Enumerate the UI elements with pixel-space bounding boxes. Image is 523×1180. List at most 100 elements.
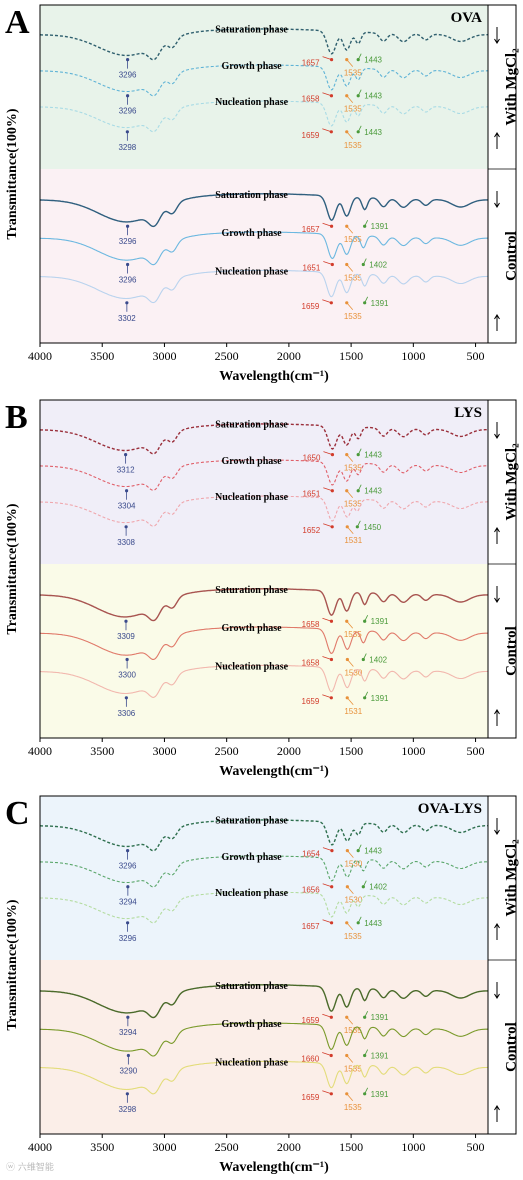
peak-marker <box>363 696 367 700</box>
peak-marker <box>126 224 130 228</box>
peak-label: 1658 <box>302 659 320 668</box>
peak-label: 1391 <box>371 694 389 703</box>
peak-marker <box>356 849 360 853</box>
peak-label: 1535 <box>344 464 362 473</box>
spectrum-line <box>40 1060 488 1095</box>
peak-label: 3296 <box>119 71 137 80</box>
peak-label: 1657 <box>302 922 320 931</box>
panel-letter: C <box>5 795 30 832</box>
sample-label: LYS <box>454 405 482 421</box>
peak-label: 1535 <box>344 500 362 509</box>
peak-marker <box>329 130 333 134</box>
x-tick-label: 2500 <box>215 1140 239 1154</box>
group-arrow-head <box>494 1105 500 1111</box>
peak-label: 3298 <box>118 143 136 152</box>
peak-marker <box>356 453 360 457</box>
peak-marker <box>329 58 334 62</box>
group-background <box>40 400 488 564</box>
peak-label: 1443 <box>364 451 382 460</box>
peak-marker <box>330 525 334 529</box>
peak-label: 1659 <box>302 302 320 311</box>
phase-label: Growth phase <box>222 852 283 863</box>
spectrum-line <box>40 626 489 660</box>
peak-marker <box>345 58 349 62</box>
peak-marker <box>345 921 349 925</box>
peak-label: 3294 <box>119 1028 137 1037</box>
peak-label: 3296 <box>119 107 137 116</box>
peak-marker <box>345 1092 349 1096</box>
x-tick-label: 3500 <box>90 349 114 363</box>
x-tick-label: 500 <box>467 349 485 363</box>
phase-label: Nucleation phase <box>215 266 289 277</box>
group-background <box>40 960 488 1134</box>
peak-label: 1443 <box>364 847 382 856</box>
peak-label: 1657 <box>302 225 320 234</box>
spectrum-line <box>40 855 489 888</box>
group-arrow-head <box>494 597 500 603</box>
group-arrow-head <box>494 709 500 715</box>
peak-label: 1651 <box>303 264 321 273</box>
peak-label: 3298 <box>118 1105 136 1114</box>
peak-marker <box>363 1053 367 1058</box>
group-label: With MgCl₂ <box>503 839 519 917</box>
peak-label: 3304 <box>118 502 136 511</box>
y-axis-title: Transmittance(100%) <box>5 108 20 239</box>
peak-label: 1530 <box>344 896 362 905</box>
x-tick-label: 1000 <box>401 744 425 758</box>
peak-marker <box>329 657 334 662</box>
peak-marker <box>125 1092 129 1096</box>
peak-label: 1652 <box>302 526 320 535</box>
peak-label: 1535 <box>344 1103 362 1112</box>
plot-frame <box>39 795 517 1135</box>
x-tick-label: 1000 <box>401 349 425 363</box>
peak-label: 1391 <box>371 1013 389 1022</box>
spectrum-line <box>40 495 488 527</box>
peak-marker <box>329 921 334 925</box>
peak-marker <box>345 301 349 305</box>
spectrum-line <box>40 423 488 455</box>
x-axis-title: Wavelength(cm⁻¹) <box>219 369 329 384</box>
group-arrow-head <box>494 829 500 835</box>
peak-marker <box>124 453 128 457</box>
group-arrow-head <box>494 993 500 999</box>
peak-label: 1658 <box>302 620 320 629</box>
peak-marker <box>345 94 349 98</box>
peak-marker <box>356 58 360 62</box>
peak-label: 1391 <box>371 222 389 231</box>
peak-label: 1659 <box>302 697 320 706</box>
peak-label: 1659 <box>302 1093 320 1102</box>
panel-letter: B <box>5 399 28 436</box>
group-label: With MgCl₂ <box>503 48 519 126</box>
x-tick-label: 2500 <box>215 744 239 758</box>
group-background <box>40 796 488 960</box>
peak-label: 1443 <box>364 919 382 928</box>
peak-label: 1659 <box>302 1016 320 1025</box>
plot-frame <box>39 399 517 739</box>
peak-marker <box>329 301 333 305</box>
phase-label: Saturation phase <box>215 420 288 431</box>
peak-marker <box>345 262 349 267</box>
peak-label: 3312 <box>117 466 135 475</box>
spectrum-line <box>40 100 488 133</box>
phase-label: Saturation phase <box>215 25 288 36</box>
plot-frame <box>39 4 517 344</box>
peak-label: 1531 <box>344 707 362 716</box>
x-tick-label: 3500 <box>90 744 114 758</box>
peak-marker <box>345 130 349 134</box>
peak-marker <box>345 885 349 889</box>
peak-label: 1651 <box>303 490 321 499</box>
peak-label: 1650 <box>303 454 321 463</box>
peak-marker <box>126 94 130 98</box>
spectrum-line <box>40 193 488 228</box>
phase-label: Growth phase <box>222 61 283 72</box>
x-tick-label: 3000 <box>152 1140 176 1154</box>
peak-marker <box>125 301 129 305</box>
peak-marker <box>330 453 335 457</box>
x-tick-label: 1000 <box>401 1140 425 1154</box>
phase-label: Growth phase <box>222 1019 283 1030</box>
peak-marker <box>345 453 349 457</box>
x-tick-label: 1500 <box>339 1140 363 1154</box>
